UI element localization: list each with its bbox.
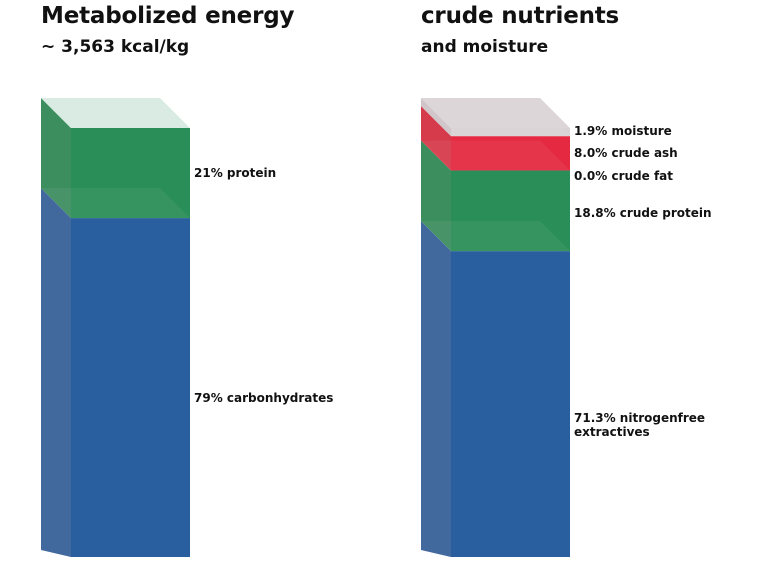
chart2-label-moisture: 1.9% moisture [574,124,672,138]
chart1-title: Metabolized energy [41,3,295,29]
chart2-bar-crude-ash [451,136,570,171]
chart2-side-moisture [421,98,451,137]
chart2-bar-crude-protein [451,170,570,252]
chart2-side-nitrogenfree-extractives [421,221,451,558]
chart1-side-protein [41,98,71,219]
chart2-title: crude nutrients [421,3,620,29]
chart2-bar-top [421,98,570,128]
chart2-label-crude-ash: 8.0% crude ash [574,146,678,160]
chart2-label-crude-fat: 0.0% crude fat [574,169,673,183]
chart2-label-nitrogenfree-extractives-1: 71.3% nitrogenfree [574,411,705,425]
chart1-side-carbonhydrates [41,188,71,557]
chart2-bar-nitrogenfree-extractives [451,251,570,558]
chart2-side-crude-ash [421,106,451,171]
chart1-bar-carbonhydrates [71,218,190,557]
chart2-label-crude-protein: 18.8% crude protein [574,206,712,220]
chart1-bar-top [41,98,190,128]
chart2-label-nitrogenfree-extractives-2: extractives [574,425,650,439]
chart1-label-protein: 21% protein [194,166,276,180]
chart2-subtitle: and moisture [421,37,549,57]
chart2-side-crude-protein [421,140,451,252]
chart1-bar-protein [71,128,190,219]
chart2-bar-moisture [451,128,570,137]
chart1-label-carbonhydrates: 79% carbonhydrates [194,391,333,405]
chart1-subtitle: ~ 3,563 kcal/kg [41,37,190,57]
